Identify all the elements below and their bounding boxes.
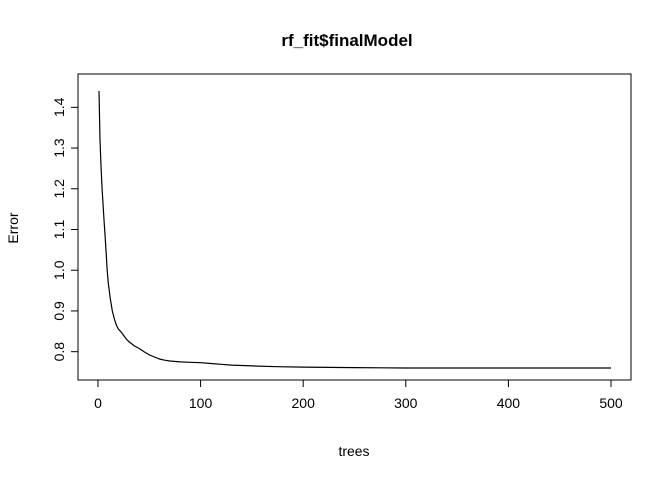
y-tick-label: 1.2 (51, 179, 67, 199)
x-tick-label: 500 (599, 395, 623, 411)
plot-box (77, 73, 632, 381)
y-tick-label: 1.4 (51, 97, 67, 117)
y-axis-label: Error (5, 212, 21, 243)
x-tick-label: 100 (189, 395, 213, 411)
y-axis: 0.8 0.9 1.0 1.1 1.2 1.3 1.4 (51, 97, 79, 362)
y-tick-label: 1.3 (51, 138, 67, 158)
chart-title: rf_fit$finalModel (281, 31, 412, 50)
y-tick-label: 0.9 (51, 301, 67, 321)
x-axis-label: trees (338, 443, 369, 459)
error-series-line (98, 90, 611, 369)
x-tick-label: 200 (292, 395, 316, 411)
x-tick-label: 300 (394, 395, 418, 411)
y-tick-label: 0.8 (51, 342, 67, 362)
y-tick-label: 1.0 (51, 260, 67, 280)
x-tick-label: 0 (94, 395, 102, 411)
y-tick-label: 1.1 (51, 220, 67, 240)
x-axis: 0 100 200 300 400 500 (94, 379, 623, 411)
x-tick-label: 400 (497, 395, 521, 411)
